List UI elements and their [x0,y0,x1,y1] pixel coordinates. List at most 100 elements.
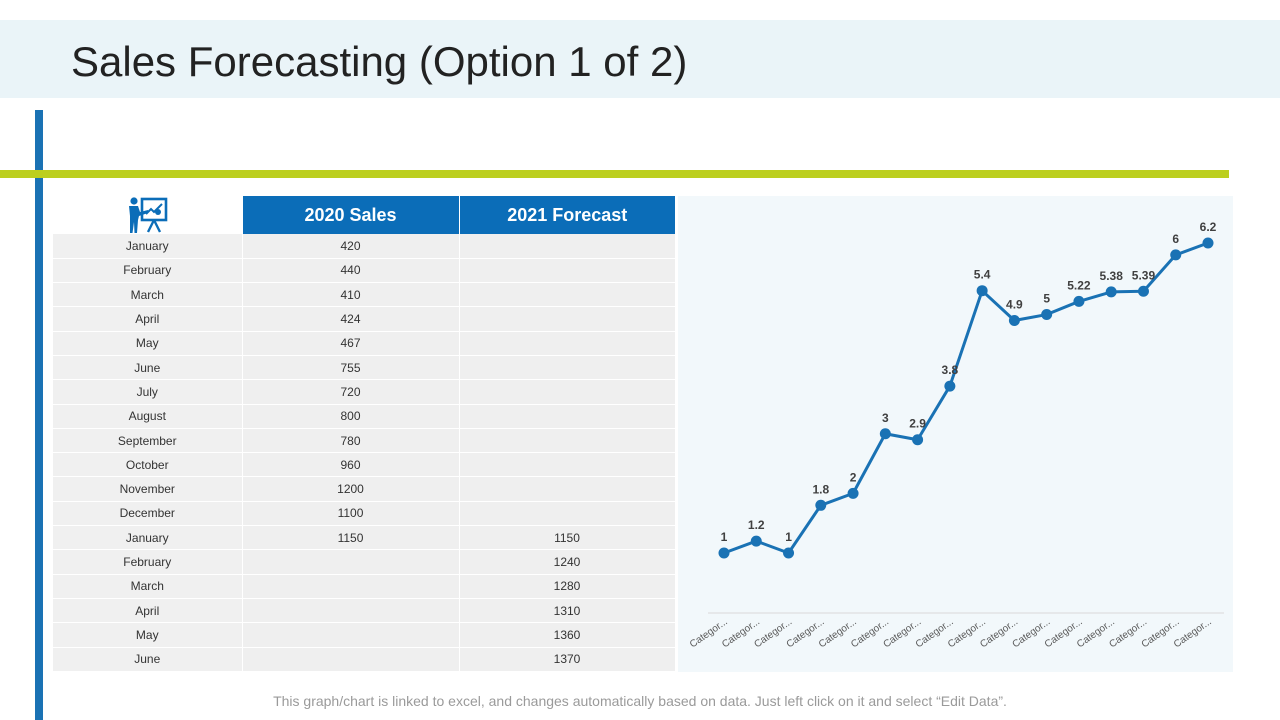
data-point [718,547,730,559]
table-row: June 755 [53,355,676,381]
forecast-cell [459,404,676,429]
month-cell: April [53,598,243,624]
data-point [1137,285,1149,297]
month-cell: April [53,306,243,332]
month-cell: August [53,404,243,429]
month-cell: November [53,476,243,502]
month-cell: February [53,258,243,284]
data-point [783,547,795,559]
table-row: July 720 [53,379,676,405]
table-row: November 1200 [53,476,676,502]
forecast-cell [459,234,676,259]
data-point [1008,315,1020,326]
data-point [847,487,859,499]
sales-cell [242,647,460,672]
series-line [723,241,1209,555]
month-cell: June [53,355,243,381]
forecast-cell: 1280 [459,574,676,599]
sales-cell: 440 [242,258,460,284]
data-label: 3 [882,411,889,425]
month-cell: January [53,234,243,259]
table-row: April 1310 [53,598,676,624]
forecast-cell [459,355,676,381]
table-row: May 1360 [53,622,676,648]
data-label: 2 [850,470,857,484]
data-label: 4.9 [1006,298,1023,312]
data-label: 5 [1043,292,1050,306]
month-cell: September [53,428,243,454]
data-label: 6 [1172,232,1179,246]
table-row: March 1280 [53,574,676,599]
table-row: March 410 [53,282,676,308]
data-point [912,434,924,446]
slide-title: Sales Forecasting (Option 1 of 2) [71,38,688,85]
table-row: February 440 [53,258,676,284]
forecast-cell [459,258,676,284]
table-row: August 800 [53,404,676,429]
month-cell: January [53,525,243,551]
sales-cell: 720 [242,379,460,405]
month-cell: May [53,622,243,648]
month-cell: June [53,647,243,672]
table-row: May 467 [53,331,676,356]
sales-cell: 1150 [242,525,460,551]
data-point [750,535,762,547]
month-cell: May [53,331,243,356]
sales-cell: 755 [242,355,460,381]
data-label: 1.8 [812,482,829,496]
chart-panel: 1 Categor... 1.2 Categor... 1 Categor... 1.8 Ca… [678,196,1233,672]
forecast-cell: 1150 [459,525,676,551]
table-row: September 780 [53,428,676,454]
sales-cell: 800 [242,404,460,429]
table-body: January 420 February 440 March 410 April 424 May… [53,234,676,672]
data-point [879,428,891,440]
data-label: 5.39 [1132,268,1156,282]
sales-cell: 410 [242,282,460,308]
sales-cell: 780 [242,428,460,454]
month-cell: October [53,452,243,478]
line-chart: 1Categor...1.2Categor...1Categor...1.8Ca… [688,220,1224,650]
data-point [944,380,956,392]
forecast-cell [459,501,676,527]
table-row: June 1370 [53,647,676,672]
header-2020-sales: 2020 Sales [241,196,459,234]
month-cell: February [53,549,243,575]
data-label: 1.2 [748,518,765,532]
forecast-cell: 1360 [459,622,676,648]
month-cell: December [53,501,243,527]
month-cell: July [53,379,243,405]
data-label: 5.4 [974,268,991,282]
sales-cell [242,549,460,575]
footnote: This graph/chart is linked to excel, and… [273,693,1007,709]
sales-cell: 960 [242,452,460,478]
table-row: January 1150 1150 [53,525,676,551]
header-2021-forecast: 2021 Forecast [458,196,675,234]
forecast-cell [459,452,676,478]
data-label: 6.2 [1200,220,1217,234]
table-row: January 420 [53,234,676,259]
month-cell: March [53,282,243,308]
title-band [0,20,1280,98]
sales-cell: 1200 [242,476,460,502]
presentation-board-icon [53,196,242,234]
data-label: 1 [721,530,728,544]
forecast-cell: 1240 [459,549,676,575]
data-point [815,499,827,511]
month-cell: March [53,574,243,599]
data-label: 3.8 [942,363,959,377]
sales-cell [242,622,460,648]
data-point [1041,309,1053,321]
sales-cell: 420 [242,234,460,259]
table-row: December 1100 [53,501,676,527]
sales-cell [242,574,460,599]
data-label: 2.9 [909,417,926,431]
table-row: April 424 [53,306,676,332]
data-point [1170,249,1182,261]
table-row: February 1240 [53,549,676,575]
forecast-cell: 1310 [459,598,676,624]
table-row: October 960 [53,452,676,478]
forecast-cell [459,306,676,332]
forecast-cell: 1370 [459,647,676,672]
accent-vertical-bar [35,110,43,720]
sales-cell: 1100 [242,501,460,527]
